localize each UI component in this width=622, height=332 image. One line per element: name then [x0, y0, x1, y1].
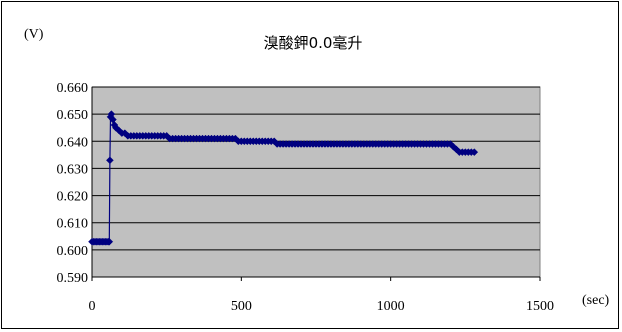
x-tick-label: 500 — [231, 299, 252, 314]
y-axis-label: (V) — [24, 27, 44, 42]
y-tick-label: 0.650 — [57, 108, 89, 123]
x-axis-label: (sec) — [582, 293, 610, 308]
data-point-marker — [106, 156, 114, 165]
y-tick-label: 0.640 — [57, 135, 89, 150]
x-tick-label: 0 — [89, 299, 96, 314]
chart-title: 溴酸鉀0.0毫升 — [264, 34, 363, 52]
plot-area — [91, 86, 541, 278]
data-point-marker — [470, 148, 479, 156]
y-tick-label: 0.660 — [57, 81, 89, 96]
y-tick-label: 0.590 — [57, 271, 89, 286]
y-tick-label: 0.620 — [57, 190, 89, 205]
x-tick-label: 1500 — [526, 299, 554, 314]
x-tick-label: 1000 — [377, 299, 405, 314]
y-tick-label: 0.630 — [57, 162, 89, 177]
y-tick-label: 0.600 — [57, 244, 89, 259]
data-point-marker — [105, 237, 114, 246]
y-tick-label: 0.610 — [57, 217, 89, 232]
